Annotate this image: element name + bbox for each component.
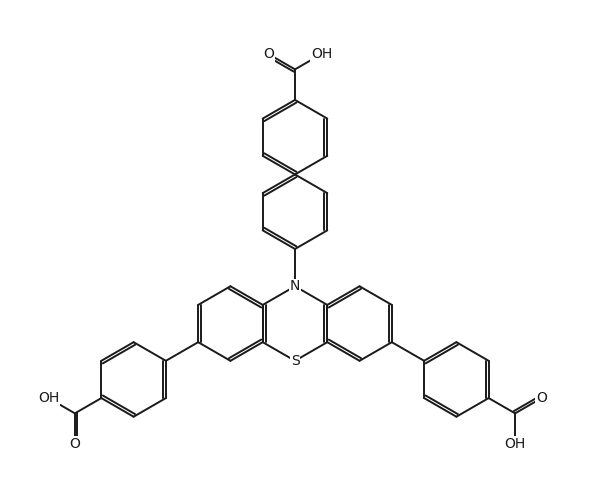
Text: O: O — [263, 47, 274, 61]
Text: O: O — [536, 391, 547, 405]
Text: S: S — [291, 354, 299, 368]
Text: N: N — [290, 279, 300, 293]
Text: O: O — [70, 437, 80, 451]
Text: OH: OH — [504, 437, 526, 451]
Text: OH: OH — [38, 391, 59, 405]
Text: OH: OH — [311, 47, 332, 61]
